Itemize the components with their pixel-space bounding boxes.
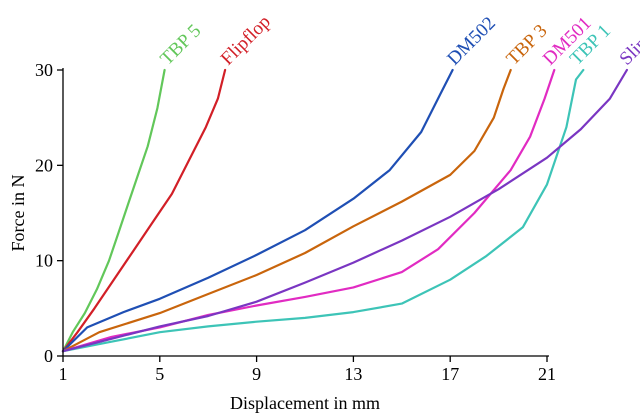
x-tick-label: 21: [538, 364, 556, 384]
series-layer: [61, 68, 629, 353]
y-axis-title: Force in N: [8, 175, 28, 252]
series-line-tbp-3: [61, 68, 512, 353]
x-tick-label: 5: [155, 364, 164, 384]
y-tick-label: 20: [35, 155, 53, 175]
series-label-flipflop: Flipflop: [217, 11, 275, 69]
series-line-tbp-1: [61, 68, 585, 353]
series-label-slipper: Slipper: [616, 15, 640, 69]
x-tick-label: 13: [344, 364, 362, 384]
x-tick-label: 9: [252, 364, 261, 384]
ticks: 1 5 9 13 17 21 0 10 20 30: [35, 60, 556, 384]
axes: [62, 68, 549, 357]
x-axis-title: Displacement in mm: [230, 393, 380, 413]
series-label-tbp-5: TBP 5: [156, 20, 205, 69]
series-line-tbp-5: [61, 68, 166, 353]
series-line-slipper: [61, 68, 629, 353]
series-label-dm502: DM502: [443, 13, 500, 70]
y-tick-label: 10: [35, 251, 53, 271]
series-label-tbp-3: TBP 3: [502, 20, 551, 69]
series-line-flipflop: [61, 68, 227, 353]
series-line-dm501: [61, 68, 556, 353]
y-tick-label: 30: [35, 60, 53, 80]
x-tick-label: 1: [59, 364, 68, 384]
x-tick-label: 17: [441, 364, 459, 384]
series-line-dm502: [61, 68, 454, 353]
y-tick-label: 0: [44, 346, 53, 366]
